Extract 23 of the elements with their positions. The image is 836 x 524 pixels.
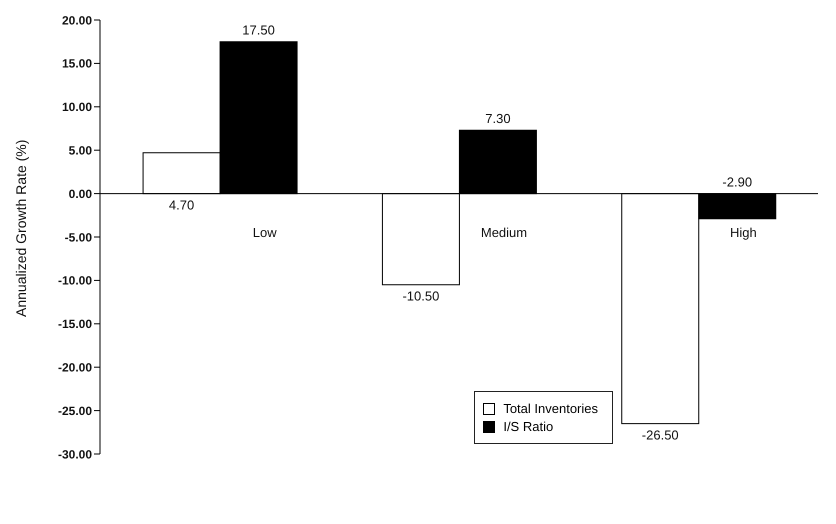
y-tick-label: -10.00 [58,274,92,288]
legend-label: Total Inventories [503,401,598,416]
y-tick-label: -5.00 [64,230,92,244]
y-tick-label: -30.00 [58,447,92,462]
y-tick-label: 15.00 [62,56,92,71]
data-label: 17.50 [242,22,275,38]
x-tick-label: High [730,225,757,240]
y-axis-title: Annualized Growth Rate (%) [12,140,29,317]
data-label: -26.50 [642,428,679,443]
y-tick-label: -20.00 [58,360,92,374]
legend-label: I/S Ratio [503,419,554,434]
x-tick-label: Low [252,225,278,240]
data-label: -10.50 [402,288,440,304]
y-tick-label: -15.00 [58,317,92,332]
data-label: 7.30 [485,111,511,126]
y-tick-label: 20.00 [62,13,92,28]
y-tick-label: 5.00 [68,143,92,158]
y-tick-label: 0.00 [68,186,92,201]
data-label: 4.70 [168,198,194,213]
data-label: -2.90 [722,174,752,190]
y-tick-label: -25.00 [58,404,92,418]
x-tick-label: Medium [480,225,528,240]
y-tick-label: 10.00 [62,100,92,114]
